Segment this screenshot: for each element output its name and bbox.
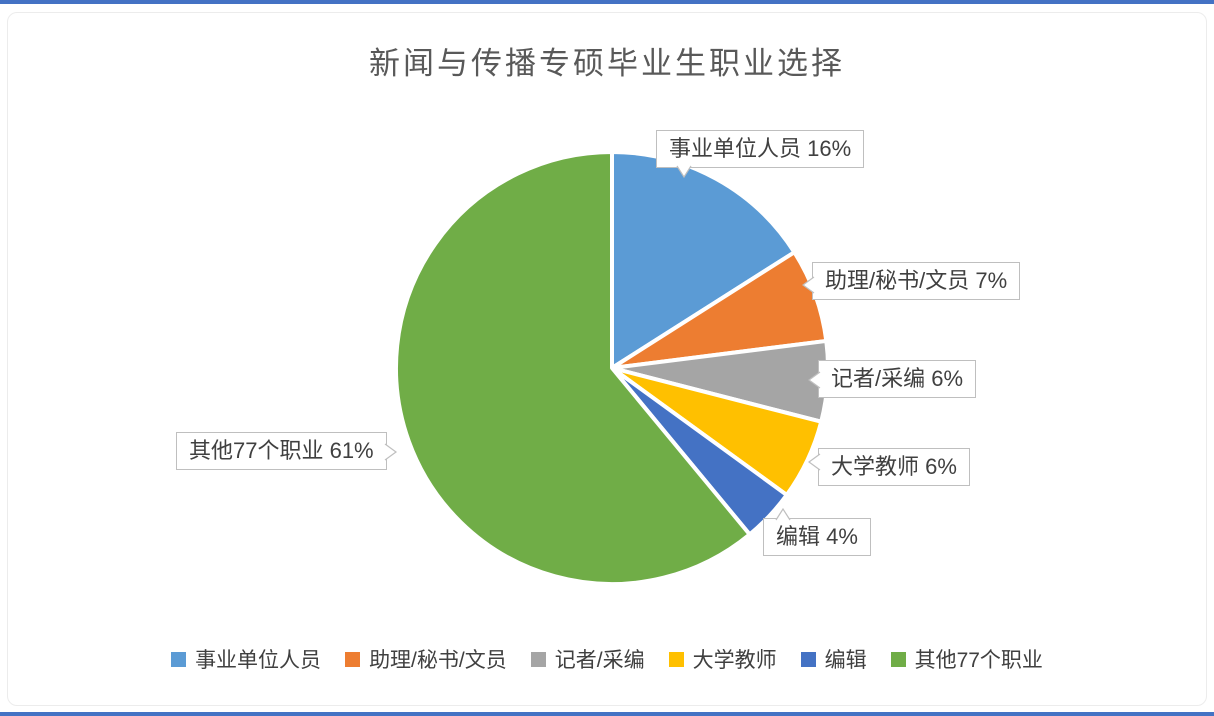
legend-item-university-teacher: 大学教师	[668, 644, 777, 674]
data-label-text: 记者/采编 6%	[831, 366, 964, 391]
data-label-editor: 编辑 4%	[763, 507, 871, 556]
legend-swatch	[668, 651, 684, 667]
callout-pointer-icon	[676, 165, 692, 179]
callout-pointer-icon	[807, 453, 821, 471]
callout-pointer-icon	[807, 371, 821, 389]
data-label-text: 大学教师 6%	[831, 454, 957, 479]
legend-item-editor: 编辑	[800, 644, 867, 674]
legend-item-assistant-secretary-clerk: 助理/秘书/文员	[345, 644, 507, 674]
top-border-line	[0, 0, 1214, 4]
legend-label: 编辑	[824, 649, 867, 672]
legend-swatch	[530, 651, 546, 667]
legend-label: 大学教师	[692, 649, 777, 672]
legend-swatch	[171, 651, 187, 667]
data-label-reporter-editor: 记者/采编 6%	[807, 360, 977, 398]
legend-label: 记者/采编	[554, 649, 645, 672]
pie-slice-0	[610, 150, 797, 370]
chart-title: 新闻与传播专硕毕业生职业选择	[369, 46, 845, 81]
data-label-institution-staff: 事业单位人员 16%	[656, 130, 865, 179]
legend-swatch	[890, 651, 906, 667]
legend-label: 其他77个职业	[914, 649, 1043, 672]
data-label-other-occupations: 其他77个职业 61%	[176, 432, 397, 470]
data-label-text: 编辑 4%	[776, 524, 858, 549]
legend-swatch	[800, 651, 816, 667]
pie-slice-5	[394, 150, 752, 586]
callout-pointer-icon	[775, 507, 791, 521]
data-label-text: 助理/秘书/文员 7%	[825, 268, 1008, 293]
legend-item-institution-staff: 事业单位人员	[171, 644, 321, 674]
data-label-university-teacher: 大学教师 6%	[807, 448, 970, 486]
data-label-text: 事业单位人员 16%	[669, 136, 852, 161]
data-label-assistant-secretary-clerk: 助理/秘书/文员 7%	[801, 262, 1021, 300]
legend-label: 事业单位人员	[195, 649, 322, 672]
legend-swatch	[345, 651, 361, 667]
legend-item-reporter-editor: 记者/采编	[530, 644, 645, 674]
legend-label: 助理/秘书/文员	[369, 649, 507, 672]
callout-pointer-icon	[384, 443, 397, 461]
legend-item-other-occupations: 其他77个职业	[890, 644, 1043, 674]
bottom-border-line	[0, 712, 1214, 716]
callout-pointer-icon	[801, 276, 815, 294]
data-label-text: 其他77个职业 61%	[189, 438, 374, 463]
chart-legend: 事业单位人员 助理/秘书/文员 记者/采编 大学教师 编辑 其他77个职业	[0, 644, 1214, 674]
